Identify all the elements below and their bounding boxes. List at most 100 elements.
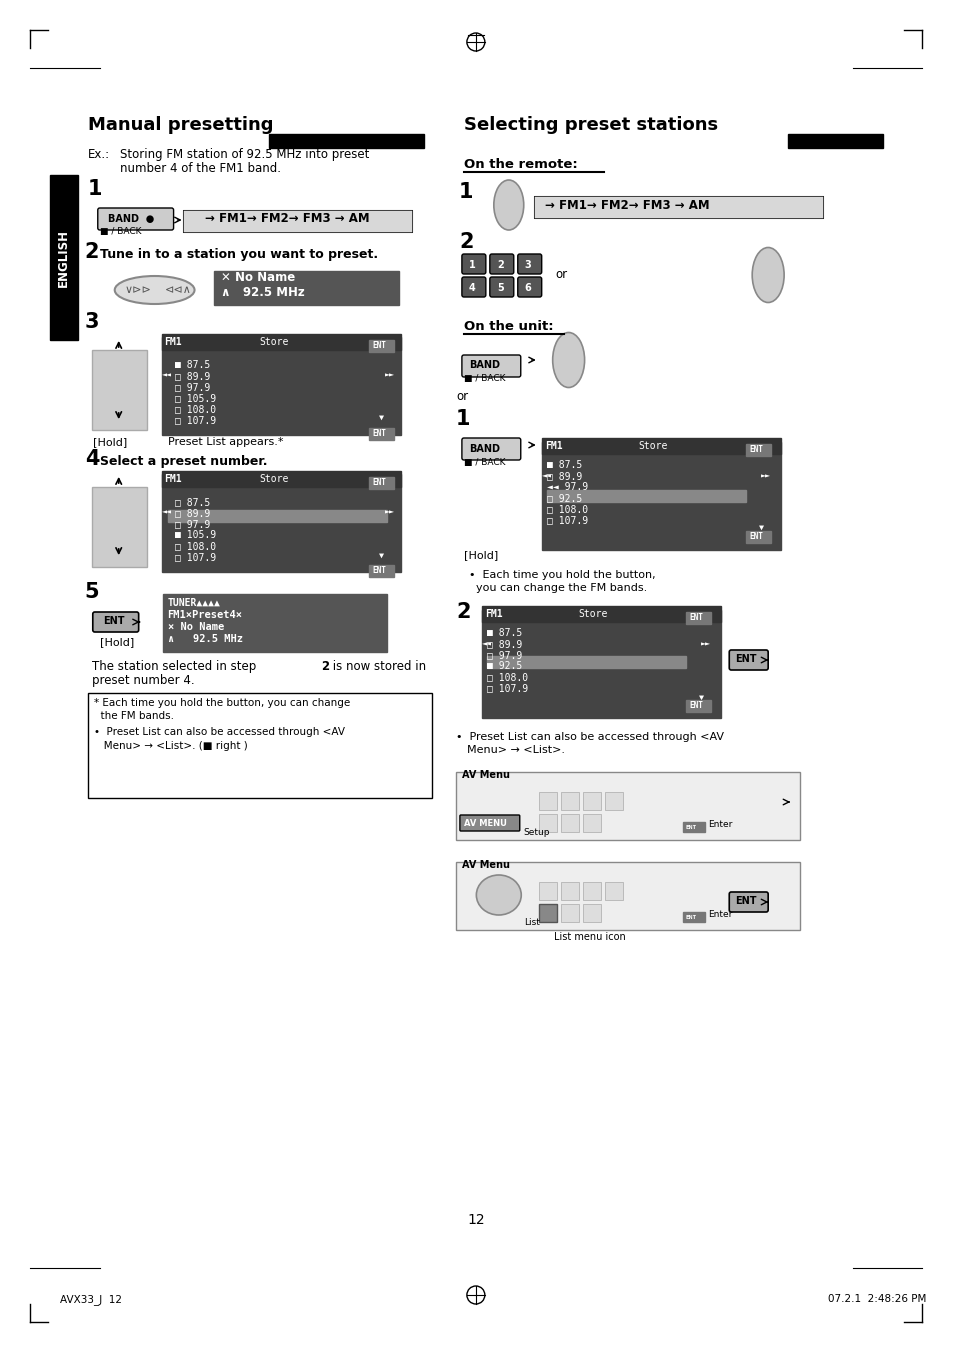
Text: 1: 1: [468, 260, 476, 270]
Bar: [604, 792, 622, 810]
Text: 3: 3: [524, 260, 531, 270]
Text: ENT: ENT: [684, 825, 696, 830]
Text: BAND: BAND: [468, 360, 499, 370]
Text: ∧   92.5 MHz: ∧ 92.5 MHz: [168, 634, 242, 644]
Text: ✕ No Name: ✕ No Name: [221, 270, 295, 284]
Text: Enter: Enter: [707, 910, 732, 919]
Text: 12: 12: [467, 1213, 484, 1228]
Bar: [161, 475, 400, 572]
Text: ■ 87.5: ■ 87.5: [174, 360, 210, 370]
Text: List menu icon: List menu icon: [553, 932, 625, 942]
Text: 4: 4: [468, 283, 476, 293]
Text: FM1: FM1: [165, 475, 182, 484]
Text: □ 107.9: □ 107.9: [486, 683, 527, 694]
Text: ►►: ►►: [760, 472, 770, 481]
Text: 2: 2: [458, 233, 473, 251]
Text: ■ 87.5: ■ 87.5: [546, 460, 581, 470]
Text: □ 107.9: □ 107.9: [174, 415, 215, 425]
Text: ENT: ENT: [748, 445, 762, 454]
Text: •  Preset List can also be accessed through <AV: • Preset List can also be accessed throu…: [93, 727, 344, 737]
Bar: [369, 477, 394, 489]
Bar: [582, 792, 600, 810]
Bar: [560, 814, 578, 831]
Text: ENT: ENT: [372, 341, 386, 350]
Bar: [604, 882, 622, 900]
Text: ENGLISH: ENGLISH: [57, 228, 71, 287]
Text: ENT: ENT: [372, 566, 386, 575]
Bar: [582, 814, 600, 831]
Text: 5: 5: [497, 283, 503, 293]
Text: ENT: ENT: [689, 700, 702, 710]
Text: 1: 1: [456, 410, 470, 429]
Text: ►►: ►►: [385, 508, 395, 516]
Text: ENT: ENT: [684, 915, 696, 919]
Text: ■ 92.5: ■ 92.5: [486, 661, 521, 671]
Bar: [546, 489, 745, 502]
Text: □ 89.9: □ 89.9: [174, 508, 210, 518]
Text: 07.2.1  2:48:26 PM: 07.2.1 2:48:26 PM: [827, 1294, 925, 1303]
FancyBboxPatch shape: [461, 254, 485, 274]
Text: or: or: [555, 268, 567, 281]
FancyBboxPatch shape: [97, 208, 173, 230]
Text: 2: 2: [321, 660, 329, 673]
Ellipse shape: [552, 333, 584, 388]
Bar: [538, 882, 557, 900]
Text: AVX33_J  12: AVX33_J 12: [60, 1294, 122, 1305]
Text: Store: Store: [259, 475, 289, 484]
Text: → FM1→ FM2→ FM3 → AM: → FM1→ FM2→ FM3 → AM: [544, 199, 709, 212]
Bar: [560, 882, 578, 900]
Bar: [538, 792, 557, 810]
Text: List: List: [523, 918, 539, 927]
Text: □ 107.9: □ 107.9: [546, 515, 587, 525]
Text: Menu> → <List>.: Menu> → <List>.: [466, 745, 564, 754]
Bar: [541, 442, 781, 550]
Bar: [182, 210, 412, 233]
Text: 3: 3: [85, 312, 99, 333]
Text: ►►: ►►: [700, 639, 711, 649]
Ellipse shape: [114, 276, 194, 304]
FancyBboxPatch shape: [728, 650, 767, 671]
FancyBboxPatch shape: [459, 815, 519, 831]
Text: Select a preset number.: Select a preset number.: [100, 456, 267, 468]
Text: □ 97.9: □ 97.9: [174, 383, 210, 392]
Text: ▼: ▼: [378, 412, 384, 422]
Bar: [161, 334, 400, 350]
Text: □ 108.0: □ 108.0: [174, 404, 215, 414]
Bar: [369, 339, 394, 352]
Text: you can change the FM bands.: you can change the FM bands.: [476, 583, 646, 594]
Text: ■ 87.5: ■ 87.5: [486, 627, 521, 638]
Text: Selecting preset stations: Selecting preset stations: [463, 116, 718, 134]
FancyBboxPatch shape: [489, 277, 514, 297]
Text: FM1×Preset4×: FM1×Preset4×: [168, 610, 242, 621]
Text: ENT: ENT: [735, 654, 756, 664]
Ellipse shape: [476, 875, 520, 915]
FancyBboxPatch shape: [461, 438, 520, 460]
Text: ◄◄: ◄◄: [481, 639, 492, 649]
Text: is now stored in: is now stored in: [329, 660, 426, 673]
Text: AV MENU: AV MENU: [463, 819, 506, 827]
Bar: [582, 882, 600, 900]
Text: ►►: ►►: [385, 370, 395, 380]
Text: Enter: Enter: [707, 821, 732, 829]
Bar: [456, 863, 800, 930]
Bar: [787, 134, 882, 147]
Text: ◄◄: ◄◄: [161, 508, 172, 516]
Text: Tune in to a station you want to preset.: Tune in to a station you want to preset.: [100, 247, 377, 261]
Bar: [91, 487, 147, 566]
Text: •  Preset List can also be accessed through <AV: • Preset List can also be accessed throu…: [456, 731, 723, 742]
Bar: [481, 610, 720, 718]
Ellipse shape: [494, 180, 523, 230]
Text: □ 89.9: □ 89.9: [546, 470, 581, 481]
Bar: [685, 612, 711, 625]
FancyBboxPatch shape: [461, 356, 520, 377]
Text: ENT: ENT: [103, 617, 124, 626]
Bar: [369, 565, 394, 577]
Bar: [486, 656, 685, 668]
Text: Setup: Setup: [523, 827, 550, 837]
Text: Manual presetting: Manual presetting: [88, 116, 273, 134]
Text: number 4 of the FM1 band.: number 4 of the FM1 band.: [119, 162, 280, 174]
Text: × No Name: × No Name: [168, 622, 224, 631]
Text: 1: 1: [458, 183, 473, 201]
Bar: [533, 196, 822, 218]
Bar: [162, 594, 387, 652]
